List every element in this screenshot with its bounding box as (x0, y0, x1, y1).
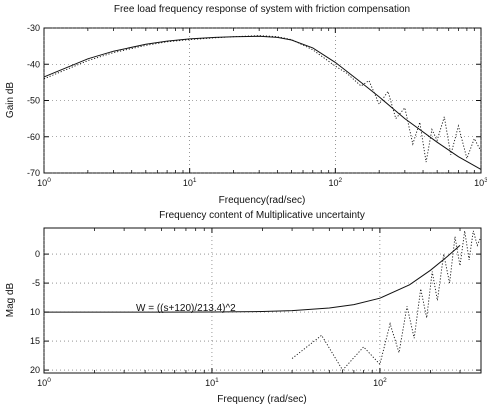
y-tick-label: 10 (30, 307, 40, 317)
gain-grid (43, 27, 482, 174)
gain-chart: Free load frequency response of system w… (5, 4, 487, 206)
y-tick-label: -40 (27, 59, 40, 69)
gain-chart-title: Free load frequency response of system w… (114, 4, 410, 15)
y-tick-label: -5 (32, 278, 40, 288)
y-tick-label: -60 (27, 132, 40, 142)
gain-series (43, 35, 482, 170)
measured-series-line (291, 230, 482, 371)
y-tick-label: -50 (27, 96, 40, 106)
gain-x-ticks: 100 101 102 103 (37, 28, 487, 188)
uncertainty-y-label: Mag dB (5, 282, 16, 317)
x-tick-label: 102 (329, 177, 343, 188)
model-series-line (43, 35, 482, 170)
y-tick-label: -70 (27, 168, 40, 178)
uncertainty-series (44, 230, 482, 371)
weight-annotation: W = ((s+120)/213.4)^2 (136, 303, 236, 314)
y-tick-label: 20 (30, 365, 40, 375)
uncertainty-x-label: Frequency (rad/sec) (217, 394, 306, 405)
uncertainty-chart-title: Frequency content of Multiplicative unce… (159, 210, 365, 221)
x-tick-label: 102 (373, 377, 387, 388)
y-tick-label: 0 (35, 249, 40, 259)
uncertainty-chart: Frequency content of Multiplicative unce… (5, 210, 482, 405)
y-tick-label: -30 (27, 23, 40, 33)
gain-x-label: Frequency(rad/sec) (219, 195, 306, 206)
gain-y-label: Gain dB (5, 82, 16, 118)
uncertainty-x-ticks: 100 101 102 (37, 228, 482, 388)
gain-y-ticks: -30 -40 -50 -60 -70 (27, 23, 481, 178)
x-tick-label: 101 (205, 377, 219, 388)
y-tick-label: 15 (30, 336, 40, 346)
x-tick-label: 100 (37, 177, 51, 188)
uncertainty-plot-frame (43, 227, 482, 374)
x-tick-label: 101 (183, 177, 197, 188)
uncertainty-y-ticks: 0 -5 10 15 20 (30, 249, 481, 375)
model-series-line (44, 245, 461, 313)
x-tick-label: 100 (37, 377, 51, 388)
uncertainty-grid (43, 228, 481, 373)
x-tick-label: 103 (474, 177, 487, 188)
gain-plot-frame (43, 27, 482, 174)
measured-series-line (43, 35, 482, 163)
